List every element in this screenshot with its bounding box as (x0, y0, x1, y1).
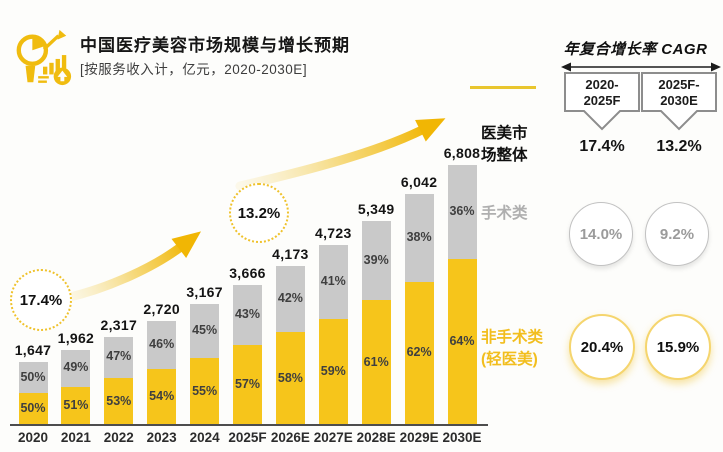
cagr-overall-2020-2025: 17.4% (579, 138, 625, 155)
page-title: 中国医疗美容市场规模与增长预期 (80, 36, 350, 55)
surgical-segment (61, 350, 91, 387)
x-axis-label: 2028E (356, 430, 396, 445)
bar-2024 (190, 304, 220, 425)
double-arrow (561, 62, 721, 72)
bar-2029E (404, 194, 434, 425)
bar-2027E (318, 244, 348, 425)
nonsurgical-segment (404, 281, 434, 425)
total-label: 4,723 (315, 224, 352, 241)
legend-nonsurgical-line1: 非手术类 (481, 329, 544, 346)
decor-line (470, 86, 536, 89)
nonsurgical-segment (361, 300, 391, 425)
surgical-segment (18, 362, 48, 394)
surgical-segment (361, 220, 391, 301)
page-subtitle: [按服务收入计，亿元，2020-2030E] (80, 62, 308, 77)
legend-nonsurgical: 非手术类 (轻医美) (481, 327, 551, 370)
bar-2023 (147, 321, 177, 425)
total-label: 5,349 (357, 200, 395, 217)
cagr-badge-value: 13.2% (237, 204, 281, 222)
legend-overall-market: 医美市场整体 (481, 125, 528, 164)
growth-arrow-2 (235, 118, 446, 191)
bar-2026E (275, 265, 305, 425)
period-tag-2020-2025F: 2020- 2025F (564, 72, 640, 139)
nonsurgical-segment (447, 258, 477, 425)
magnifier-handle (25, 65, 36, 83)
cagr-surgical-2020-2025: 14.0% (569, 202, 633, 266)
legend-nonsurgical-line2: (轻医美) (481, 350, 538, 368)
nonsurgical-segment (147, 368, 177, 425)
cagr-nonsurgical-2020-2025: 20.4% (569, 314, 635, 380)
cagr-badge-2025-2030: 13.2% (229, 183, 289, 243)
period-tag-label: 2025F- 2030E (658, 77, 700, 109)
nonsurgical-segment (61, 386, 91, 425)
surgical-segment (404, 194, 434, 282)
cagr-badge-value: 17.4% (19, 291, 63, 309)
surgical-segment (104, 336, 134, 379)
x-axis-label: 2023 (146, 430, 177, 445)
cagr-surgical-2025-2030: 9.2% (645, 202, 709, 266)
surgical-segment (447, 165, 477, 259)
total-label: 2,317 (100, 316, 138, 333)
trend-arrowhead (57, 29, 67, 40)
nonsurgical-segment (18, 393, 48, 425)
cagr-panel-title: 年复合增长率 CAGR (563, 41, 708, 58)
surgical-segment (147, 321, 177, 369)
total-label: 3,666 (229, 264, 266, 281)
surgical-segment (275, 265, 305, 333)
legend-surgical: 手术类 (481, 205, 528, 222)
x-axis-label: 2029E (399, 430, 439, 445)
bar-2025F (233, 285, 262, 425)
surgical-segment (318, 244, 348, 319)
x-axis-label: 2030E (442, 430, 482, 445)
bar-2028E (361, 220, 391, 425)
x-axis-label: 2024 (189, 430, 220, 445)
nonsurgical-segment (190, 358, 220, 425)
bar-2021 (61, 350, 91, 425)
total-label: 1,647 (14, 342, 52, 359)
total-label: 4,173 (272, 245, 309, 262)
cagr-badge-2020-2025: 17.4% (10, 269, 72, 331)
bar-2022 (104, 336, 134, 426)
nonsurgical-segment (233, 345, 262, 425)
total-label: 3,167 (186, 284, 223, 301)
growth-arrow-1 (61, 231, 202, 303)
bar-2030E (447, 165, 477, 425)
x-axis-label: 2021 (60, 430, 91, 445)
period-tag-2025F-2030E: 2025F- 2030E (641, 72, 717, 139)
total-label: 1,962 (57, 330, 95, 347)
total-label: 2,720 (143, 301, 180, 318)
chart-magnifier-icon (16, 29, 72, 86)
x-axis-label: 2022 (103, 430, 134, 445)
period-tag-label: 2020- 2025F (583, 77, 621, 109)
cagr-overall-2025-2030: 13.2% (656, 138, 702, 155)
nonsurgical-segment (275, 332, 305, 425)
x-axis-label: 2025F (228, 430, 267, 445)
x-axis-line (10, 424, 488, 426)
surgical-segment (190, 304, 220, 359)
surgical-segment (233, 285, 262, 346)
x-axis-label: 2020 (17, 430, 49, 445)
nonsurgical-segment (104, 378, 134, 425)
up-arrow-icon (57, 70, 68, 82)
cagr-nonsurgical-2025-2030: 15.9% (645, 314, 711, 380)
total-label: 6,042 (400, 174, 438, 191)
nonsurgical-segment (318, 318, 348, 425)
x-axis-label: 2027E (313, 430, 353, 445)
pie-wedge (32, 37, 44, 51)
x-axis-label: 2026E (270, 430, 310, 445)
bar-2020 (18, 362, 48, 425)
